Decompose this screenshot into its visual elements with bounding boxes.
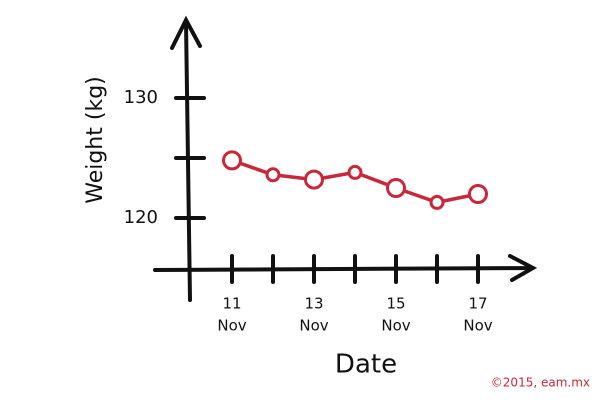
x-axis-label: Date: [335, 350, 397, 380]
credit: ©2015, eam.mx: [491, 376, 590, 390]
marker: [304, 169, 324, 190]
x-tick-month: Nov: [299, 317, 328, 335]
x-tick-label: 13: [304, 295, 323, 313]
x-axis: [153, 254, 538, 282]
x-tick-month: Nov: [463, 317, 492, 335]
x-tick-label: 15: [386, 295, 405, 313]
marker: [468, 184, 488, 204]
marker: [386, 178, 406, 198]
x-tick-month: Nov: [217, 317, 246, 335]
marker: [429, 194, 445, 210]
y-axis-label: Weight (kg): [83, 76, 108, 204]
marker: [222, 150, 242, 171]
marker: [347, 164, 363, 180]
x-tick-label: 11: [222, 295, 241, 313]
x-tick-month: Nov: [381, 317, 410, 335]
x-tick-label: 17: [468, 295, 487, 313]
marker: [265, 167, 281, 183]
y-tick-label: 130: [124, 87, 158, 108]
y-tick-label: 120: [124, 207, 158, 228]
y-axis: [170, 15, 202, 302]
